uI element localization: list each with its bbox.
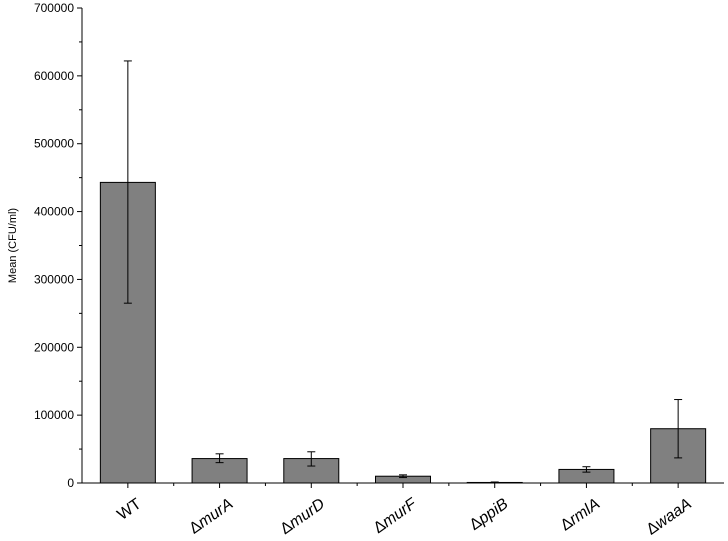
plot-area: 0 100000 200000 300000 400000 500000 600000 700… — [34, 1, 724, 539]
x-tick-label-gene: waaA — [652, 496, 695, 533]
error-bar — [215, 453, 224, 464]
y-tick-label: 200000 — [34, 340, 74, 354]
bars — [99, 60, 707, 484]
x-tick-label-gene: rmlA — [566, 496, 603, 529]
x-tick-label: ΔmurD — [277, 495, 328, 538]
x-tick-label-gene: murF — [379, 495, 420, 531]
y-tick-label: 600000 — [34, 69, 74, 83]
error-bar — [307, 451, 316, 467]
y-tick-label: 300000 — [34, 272, 74, 286]
x-tick-label: ΔrmlA — [558, 496, 603, 535]
y-tick-label: 100000 — [34, 408, 74, 422]
y-axis-title: Mean (CFU/ml) — [7, 208, 19, 283]
y-tick-label: 0 — [67, 476, 74, 490]
error-bar — [123, 60, 132, 304]
y-tick-label: 400000 — [34, 205, 74, 219]
x-tick-label: WT — [114, 495, 144, 523]
y-tick-label: 700000 — [34, 1, 74, 15]
y-tick-label: 500000 — [34, 137, 74, 151]
x-tick-label: ΔmurA — [186, 496, 236, 538]
y-axis-ticks: 0 100000 200000 300000 400000 500000 600000 700… — [34, 1, 82, 490]
x-tick-label-text: WT — [114, 495, 144, 523]
x-tick-label: ΔppiB — [467, 495, 512, 534]
x-tick-label-gene: murA — [195, 496, 236, 532]
error-bar — [674, 399, 683, 459]
x-tick-label-gene: murD — [286, 495, 328, 532]
x-tick-label: ΔwaaA — [644, 496, 695, 539]
x-axis-ticks: WT ΔmurA ΔmurD ΔmurF ΔppiB ΔrmlA ΔwaaA — [114, 483, 695, 539]
x-tick-label: ΔmurF — [371, 495, 421, 537]
error-bar — [399, 474, 407, 479]
error-bar — [582, 466, 591, 473]
